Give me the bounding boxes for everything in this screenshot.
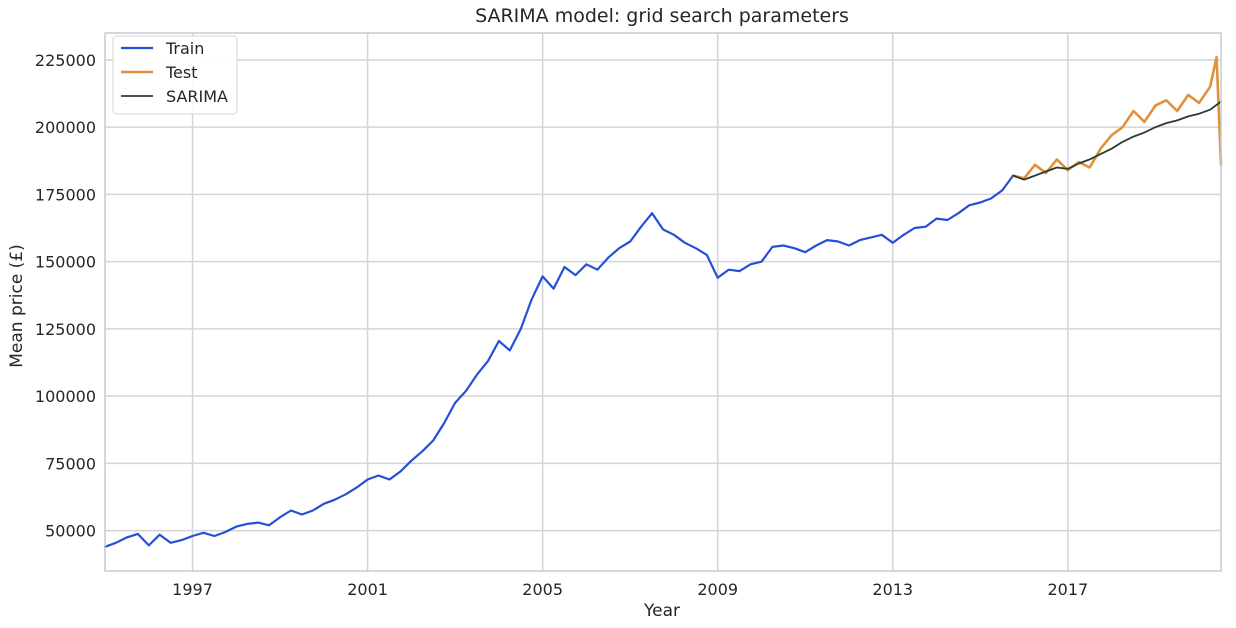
legend: Train Test SARIMA: [112, 35, 238, 115]
y-tick-label: 200000: [35, 118, 96, 137]
legend-label: Test: [165, 63, 198, 82]
x-tick-label: 1997: [172, 580, 213, 599]
legend-label: Train: [165, 39, 204, 58]
y-axis-title: Mean price (£): [7, 244, 27, 368]
y-tick-label: 150000: [35, 253, 96, 272]
grid: [105, 33, 1221, 571]
y-tick-labels: 50000 75000 100000 125000 150000 175000 200000…: [35, 51, 96, 541]
chart-title: SARIMA model: grid search parameters: [475, 5, 849, 27]
series-line-sarima: [1012, 100, 1222, 181]
series-line-test: [1011, 55, 1223, 180]
x-tick-label: 2009: [697, 580, 738, 599]
legend-box: [112, 35, 238, 115]
series-line-train: [103, 174, 1015, 548]
y-tick-label: 75000: [45, 454, 96, 473]
x-axis-title: Year: [643, 601, 680, 621]
y-tick-label: 175000: [35, 185, 96, 204]
x-tick-labels: 1997 2001 2005 2009 2013 2017: [172, 580, 1088, 599]
x-tick-label: 2017: [1047, 580, 1088, 599]
plot-series: [103, 55, 1223, 548]
x-tick-label: 2013: [872, 580, 913, 599]
legend-label: SARIMA: [166, 87, 228, 106]
x-tick-label: 2005: [522, 580, 563, 599]
y-tick-label: 225000: [35, 51, 96, 70]
plot-frame: [104, 32, 1222, 572]
y-tick-label: 50000: [45, 522, 96, 541]
x-tick-label: 2001: [347, 580, 388, 599]
y-tick-label: 125000: [35, 320, 96, 339]
y-tick-label: 100000: [35, 387, 96, 406]
